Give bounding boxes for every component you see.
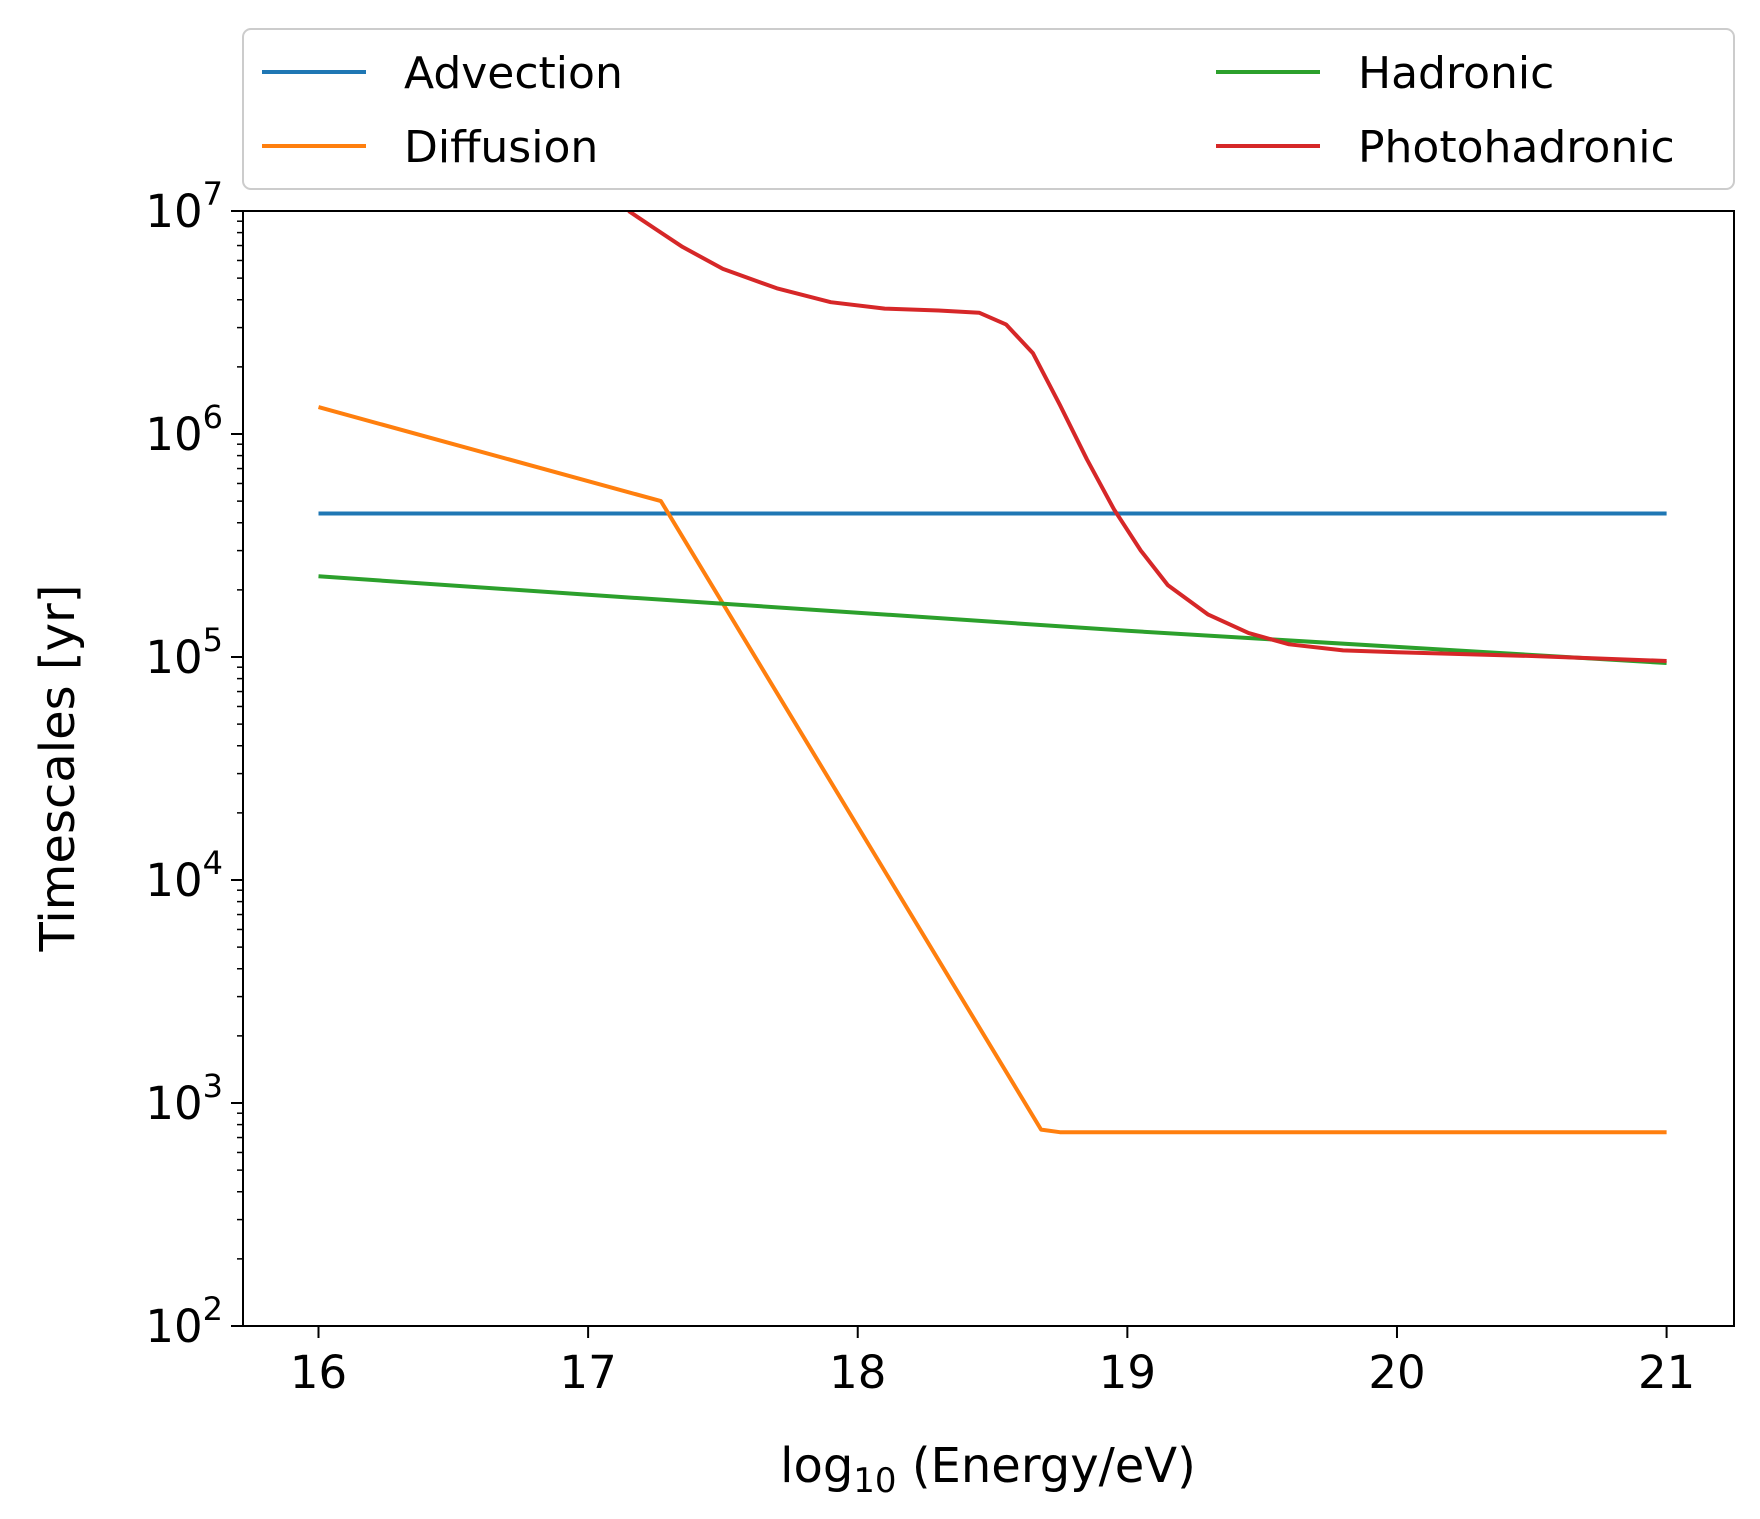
series-layer [317,211,1667,1135]
series-line-diffusion [317,405,1667,1135]
x-tick-label: 21 [1638,1346,1695,1399]
y-tick-label-base: 10 [145,1300,202,1353]
x-axis-label: log10 (Energy/eV) [780,1438,1196,1501]
y-tick-label: 103 [145,1067,223,1130]
y-tick-label-exponent: 4 [203,844,223,882]
y-tick-label: 107 [145,175,223,238]
x-tick-label: 20 [1368,1346,1425,1399]
legend-label-diffusion: Diffusion [404,122,598,173]
y-tick-label-exponent: 3 [203,1067,223,1105]
plot-background [243,211,1734,1326]
x-tick-label: 17 [559,1346,616,1399]
series-line-hadronic [318,574,1667,665]
y-tick-label-base: 10 [145,631,202,684]
y-tick-label-exponent: 2 [203,1290,223,1328]
x-axis: 16 17 18 19 20 21 [290,1326,1695,1399]
y-tick-label: 102 [145,1290,223,1353]
y-tick-label-exponent: 5 [203,621,223,659]
legend-label-photohadronic: Photohadronic [1358,122,1675,173]
y-tick-label-base: 10 [145,854,202,907]
legend-frame [242,28,1735,190]
y-tick-label: 105 [145,621,223,684]
x-axis-label-prefix: log [780,1438,853,1494]
plot-frame [242,210,1735,1327]
y-tick-label: 106 [145,398,223,461]
series-line-photohadronic [627,211,1667,663]
y-tick-label-base: 10 [145,185,202,238]
x-tick-label: 19 [1099,1346,1156,1399]
legend-label-hadronic: Hadronic [1358,48,1554,99]
x-tick-label: 16 [290,1346,347,1399]
y-tick-label-base: 10 [145,408,202,461]
plot-area [242,210,1735,1327]
x-tick-label: 18 [829,1346,886,1399]
x-axis-label-subscript: 10 [853,1461,896,1501]
legend: Advection Diffusion Hadronic Photohadronic [242,28,1735,190]
y-tick-label-exponent: 7 [203,175,223,213]
y-axis-label: Timescales [yr] [30,584,86,952]
legend-label-advection: Advection [404,48,623,99]
x-axis-label-suffix: (Energy/eV) [897,1438,1196,1494]
y-tick-label: 104 [145,844,223,907]
y-tick-label-exponent: 6 [203,398,223,436]
y-tick-label-base: 10 [145,1077,202,1130]
